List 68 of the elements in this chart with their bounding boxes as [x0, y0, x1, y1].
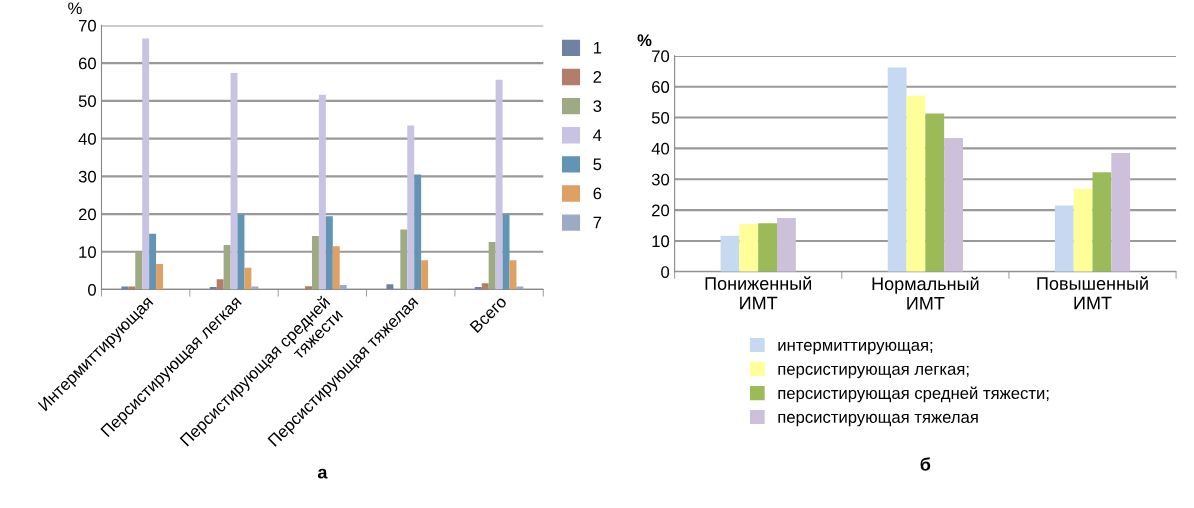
- bar: [777, 218, 796, 272]
- y-axis-title: %: [637, 34, 652, 47]
- bar: [135, 251, 143, 290]
- bar: [906, 95, 926, 272]
- legend-label: персистирующая легкая;: [778, 365, 969, 379]
- bar: [223, 245, 231, 290]
- legend-label: 5: [593, 158, 602, 171]
- bar: [311, 235, 319, 290]
- legend-label: 3: [593, 100, 602, 112]
- bar: [1092, 172, 1112, 272]
- x-axis-title: б: [920, 457, 931, 471]
- legend-label: 4: [593, 129, 602, 141]
- legend-label: 7: [593, 216, 602, 229]
- bar: [325, 216, 333, 290]
- y-tick-label: 30: [651, 173, 670, 186]
- y-tick-label: 60: [652, 81, 670, 93]
- y-tick-label: 70: [652, 50, 670, 63]
- y-tick-label: 50: [651, 111, 670, 124]
- bar: [318, 94, 326, 290]
- x-tick-label: Пониженный ИМТ: [705, 276, 812, 310]
- bar: [237, 214, 245, 290]
- y-tick-label: 70: [78, 19, 96, 32]
- y-tick-label: 60: [78, 57, 96, 70]
- bar: [156, 263, 164, 290]
- y-tick-label: 10: [79, 246, 96, 259]
- bar: [1073, 188, 1093, 272]
- bar: [495, 79, 503, 290]
- y-tick-label: 0: [661, 266, 670, 278]
- bar: [386, 284, 394, 290]
- bar: [488, 242, 496, 290]
- bar: [502, 214, 510, 290]
- bar: [1054, 205, 1074, 272]
- x-axis-title: а: [317, 468, 328, 479]
- legend-label: персистирующая средней тяжести;: [778, 386, 1049, 403]
- y-tick-label: 30: [78, 170, 96, 183]
- y-tick-label: 10: [652, 235, 670, 248]
- x-tick-label: Повышенный ИМТ: [1037, 276, 1148, 310]
- bar: [887, 67, 907, 272]
- legend-label: персистирующая тяжелая: [778, 413, 978, 427]
- y-tick-label: 40: [78, 133, 96, 145]
- bar: [216, 279, 224, 290]
- bar: [739, 223, 759, 272]
- bar: [925, 113, 945, 272]
- y-tick-label: 50: [78, 95, 96, 108]
- bar: [339, 285, 347, 290]
- bar: [400, 229, 408, 290]
- bar: [142, 38, 150, 290]
- bar: [944, 137, 963, 272]
- bar: [332, 246, 340, 290]
- y-tick-label: 40: [651, 142, 670, 155]
- bar: [407, 125, 415, 290]
- bar: [244, 267, 252, 290]
- y-tick-label: 20: [652, 204, 670, 217]
- legend-label: 6: [593, 187, 602, 200]
- legend-label: интермиттирующая;: [778, 341, 933, 355]
- legend-label: 2: [593, 71, 602, 83]
- bar: [720, 235, 740, 272]
- y-axis-title: %: [68, 2, 82, 15]
- bar: [149, 233, 157, 290]
- bar: [1111, 153, 1131, 272]
- bar: [414, 174, 422, 290]
- legend-label: 1: [593, 42, 602, 54]
- y-tick-label: 20: [78, 208, 96, 221]
- x-tick-label: Нормальный ИМТ: [872, 276, 979, 310]
- y-tick-label: 0: [88, 283, 96, 296]
- bar: [481, 283, 489, 290]
- bar: [421, 260, 429, 290]
- bar: [758, 223, 777, 272]
